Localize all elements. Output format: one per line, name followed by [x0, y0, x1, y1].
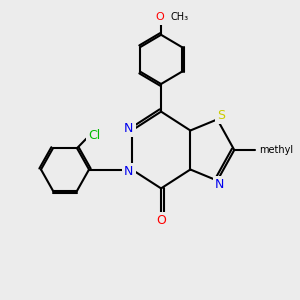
Text: O: O — [155, 12, 164, 22]
Text: Cl: Cl — [88, 129, 101, 142]
Text: N: N — [124, 165, 134, 178]
Text: S: S — [217, 109, 225, 122]
Text: N: N — [124, 122, 134, 135]
Text: CH₃: CH₃ — [170, 12, 189, 22]
Text: N: N — [215, 178, 224, 191]
Text: O: O — [156, 214, 166, 227]
Text: methyl: methyl — [259, 145, 293, 155]
